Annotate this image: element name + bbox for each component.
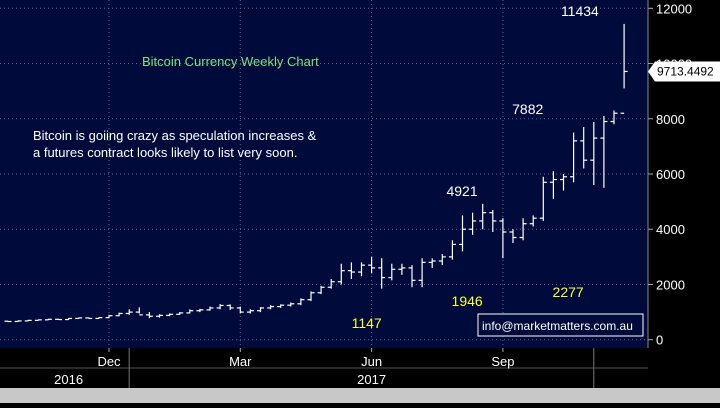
ohlc-bar: [428, 258, 436, 268]
ohlc-bar: [166, 313, 174, 317]
ohlc-bar: [156, 314, 163, 318]
ohlc-bar: [55, 318, 62, 321]
ohlc-bar: [14, 320, 22, 323]
ohlc-bar: [34, 319, 42, 321]
watermark-box: info@marketmatters.com.au: [477, 313, 644, 337]
ohlc-bar: [489, 209, 497, 232]
ohlc-bar: [125, 309, 133, 315]
year-label: 2017: [357, 372, 386, 387]
ohlc-bar: [277, 304, 285, 308]
ohlc-bar: [267, 305, 275, 310]
y-tick-label: 12000: [656, 1, 692, 16]
ohlc-bar: [459, 215, 466, 252]
point-label: 7882: [512, 101, 543, 117]
ohlc-bar: [580, 127, 588, 169]
y-tick-label: 2000: [656, 277, 685, 292]
ohlc-bar: [186, 309, 194, 314]
price-bars: [4, 23, 628, 323]
x-tick-label: Jun: [361, 354, 382, 369]
x-tick-label: Mar: [229, 354, 252, 369]
ohlc-bar: [327, 278, 335, 289]
ohlc-bar: [75, 317, 83, 320]
annotation-line: a futures contract looks likely to list …: [33, 145, 297, 160]
ohlc-bar: [105, 314, 113, 319]
ohlc-bar: [297, 298, 305, 306]
ohlc-bar: [257, 307, 264, 313]
ohlc-bar: [519, 218, 527, 241]
ohlc-bar: [398, 263, 406, 275]
ohlc-bar: [196, 308, 204, 313]
point-label: 2277: [553, 284, 584, 300]
ohlc-bar: [44, 318, 52, 321]
footer-band: [0, 388, 720, 403]
point-label: 4921: [446, 183, 477, 199]
ohlc-bar: [600, 116, 608, 188]
y-tick-label: 4000: [656, 222, 685, 237]
point-label: 1147: [352, 315, 382, 331]
last-value-tag: 9713.4492: [648, 61, 720, 82]
ohlc-bar: [448, 240, 456, 260]
y-tick-label: 6000: [656, 167, 685, 182]
ohlc-bar: [529, 215, 537, 227]
last-value-tag-shape: [648, 61, 720, 82]
chart-title: Bitcoin Currency Weekly Chart: [142, 54, 319, 69]
ohlc-bar: [418, 258, 426, 288]
ohlc-bar: [337, 263, 345, 285]
ohlc-bar: [307, 291, 315, 302]
ohlc-bar: [499, 218, 507, 259]
ohlc-bar: [226, 304, 234, 310]
ohlc-bar: [85, 317, 93, 320]
y-tick-label: 8000: [656, 112, 685, 127]
ohlc-bar: [509, 229, 517, 244]
ohlc-bar: [287, 302, 295, 307]
x-tick-label: Sep: [491, 354, 514, 369]
point-label: 11434: [561, 3, 599, 19]
ohlc-bar: [570, 132, 578, 183]
ohlc-bar: [560, 174, 567, 191]
ohlc-bar: [479, 203, 487, 230]
ohlc-bar: [24, 319, 32, 322]
ohlc-bar: [65, 317, 73, 321]
ohlc-bar: [539, 176, 547, 221]
ohlc-bar: [408, 265, 416, 288]
ohlc-bar: [469, 212, 477, 235]
ohlc-bar: [236, 306, 244, 314]
ohlc-bar: [620, 23, 628, 114]
watermark-text: info@marketmatters.com.au: [482, 319, 633, 333]
ohlc-bar: [176, 312, 184, 315]
ohlc-bar: [347, 262, 355, 279]
point-labels: 11434 7882 4921 1946 1147 2277: [352, 3, 599, 331]
y-tick-label: 0: [656, 333, 663, 348]
ohlc-bar: [135, 307, 143, 316]
ohlc-bar: [388, 263, 396, 281]
ohlc-bar: [368, 256, 376, 274]
ohlc-bar: [246, 309, 254, 314]
ohlc-bar: [206, 306, 214, 311]
ohlc-bar: [378, 258, 386, 289]
x-axis-ticks: Dec Mar Jun Sep 2016 2017: [54, 348, 595, 388]
ohlc-bar: [216, 304, 224, 310]
ohlc-bar: [610, 110, 618, 125]
ohlc-bar: [145, 312, 153, 319]
ohlc-bar: [549, 171, 557, 199]
ohlc-bar: [115, 312, 123, 317]
x-tick-label: Dec: [97, 354, 121, 369]
ohlc-bar: [590, 122, 598, 186]
point-label: 1946: [452, 293, 483, 309]
year-label: 2016: [54, 372, 83, 387]
annotation-text: Bitcoin is goiing crazy as speculation i…: [33, 128, 317, 160]
annotation-line: Bitcoin is goiing crazy as speculation i…: [33, 128, 317, 143]
ohlc-bar: [4, 320, 12, 323]
last-value-text: 9713.4492: [657, 64, 714, 78]
ohlc-bar: [317, 285, 325, 295]
ohlc-bar: [438, 254, 446, 266]
ohlc-bar: [358, 262, 365, 277]
grid-lines: [0, 0, 648, 348]
ohlc-bar: [95, 317, 103, 320]
